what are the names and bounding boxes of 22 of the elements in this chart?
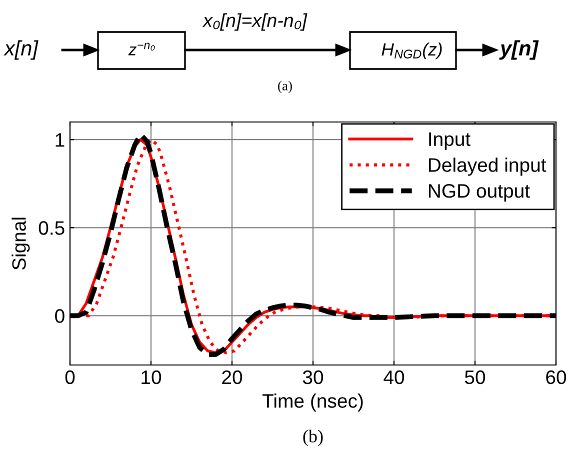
- text: z$^{−n₀}$: [128, 42, 155, 56]
- text: y[n]: [499, 40, 539, 60]
- text: (b): [303, 430, 323, 446]
- text: (a): [278, 80, 292, 94]
- text: x[n]: [4, 40, 38, 60]
- x-tick-label: 50: [464, 370, 486, 384]
- y-tick-label: 1: [56, 133, 64, 147]
- x-tick-label: 20: [222, 370, 242, 384]
- legend-label: Delayed input: [428, 158, 546, 176]
- legend-label: NGD output: [428, 184, 530, 202]
- text: H$_{NGD}$(z): [382, 42, 442, 60]
- text: x₀[n]=x[n-n₀]: [202, 13, 308, 31]
- y-axis-title: Signal: [12, 218, 30, 270]
- y-tick-label: 0.5: [38, 221, 64, 235]
- x-tick-label: 60: [546, 370, 566, 384]
- y-tick-label: 0: [55, 309, 64, 323]
- x-tick-label: 0: [65, 370, 75, 384]
- x-tick-label: 30: [302, 370, 324, 384]
- x-tick-label: 40: [384, 370, 404, 384]
- x-axis-title: Time (nsec): [262, 394, 363, 412]
- legend-label: Input: [429, 132, 470, 150]
- x-tick-label: 10: [142, 370, 162, 384]
